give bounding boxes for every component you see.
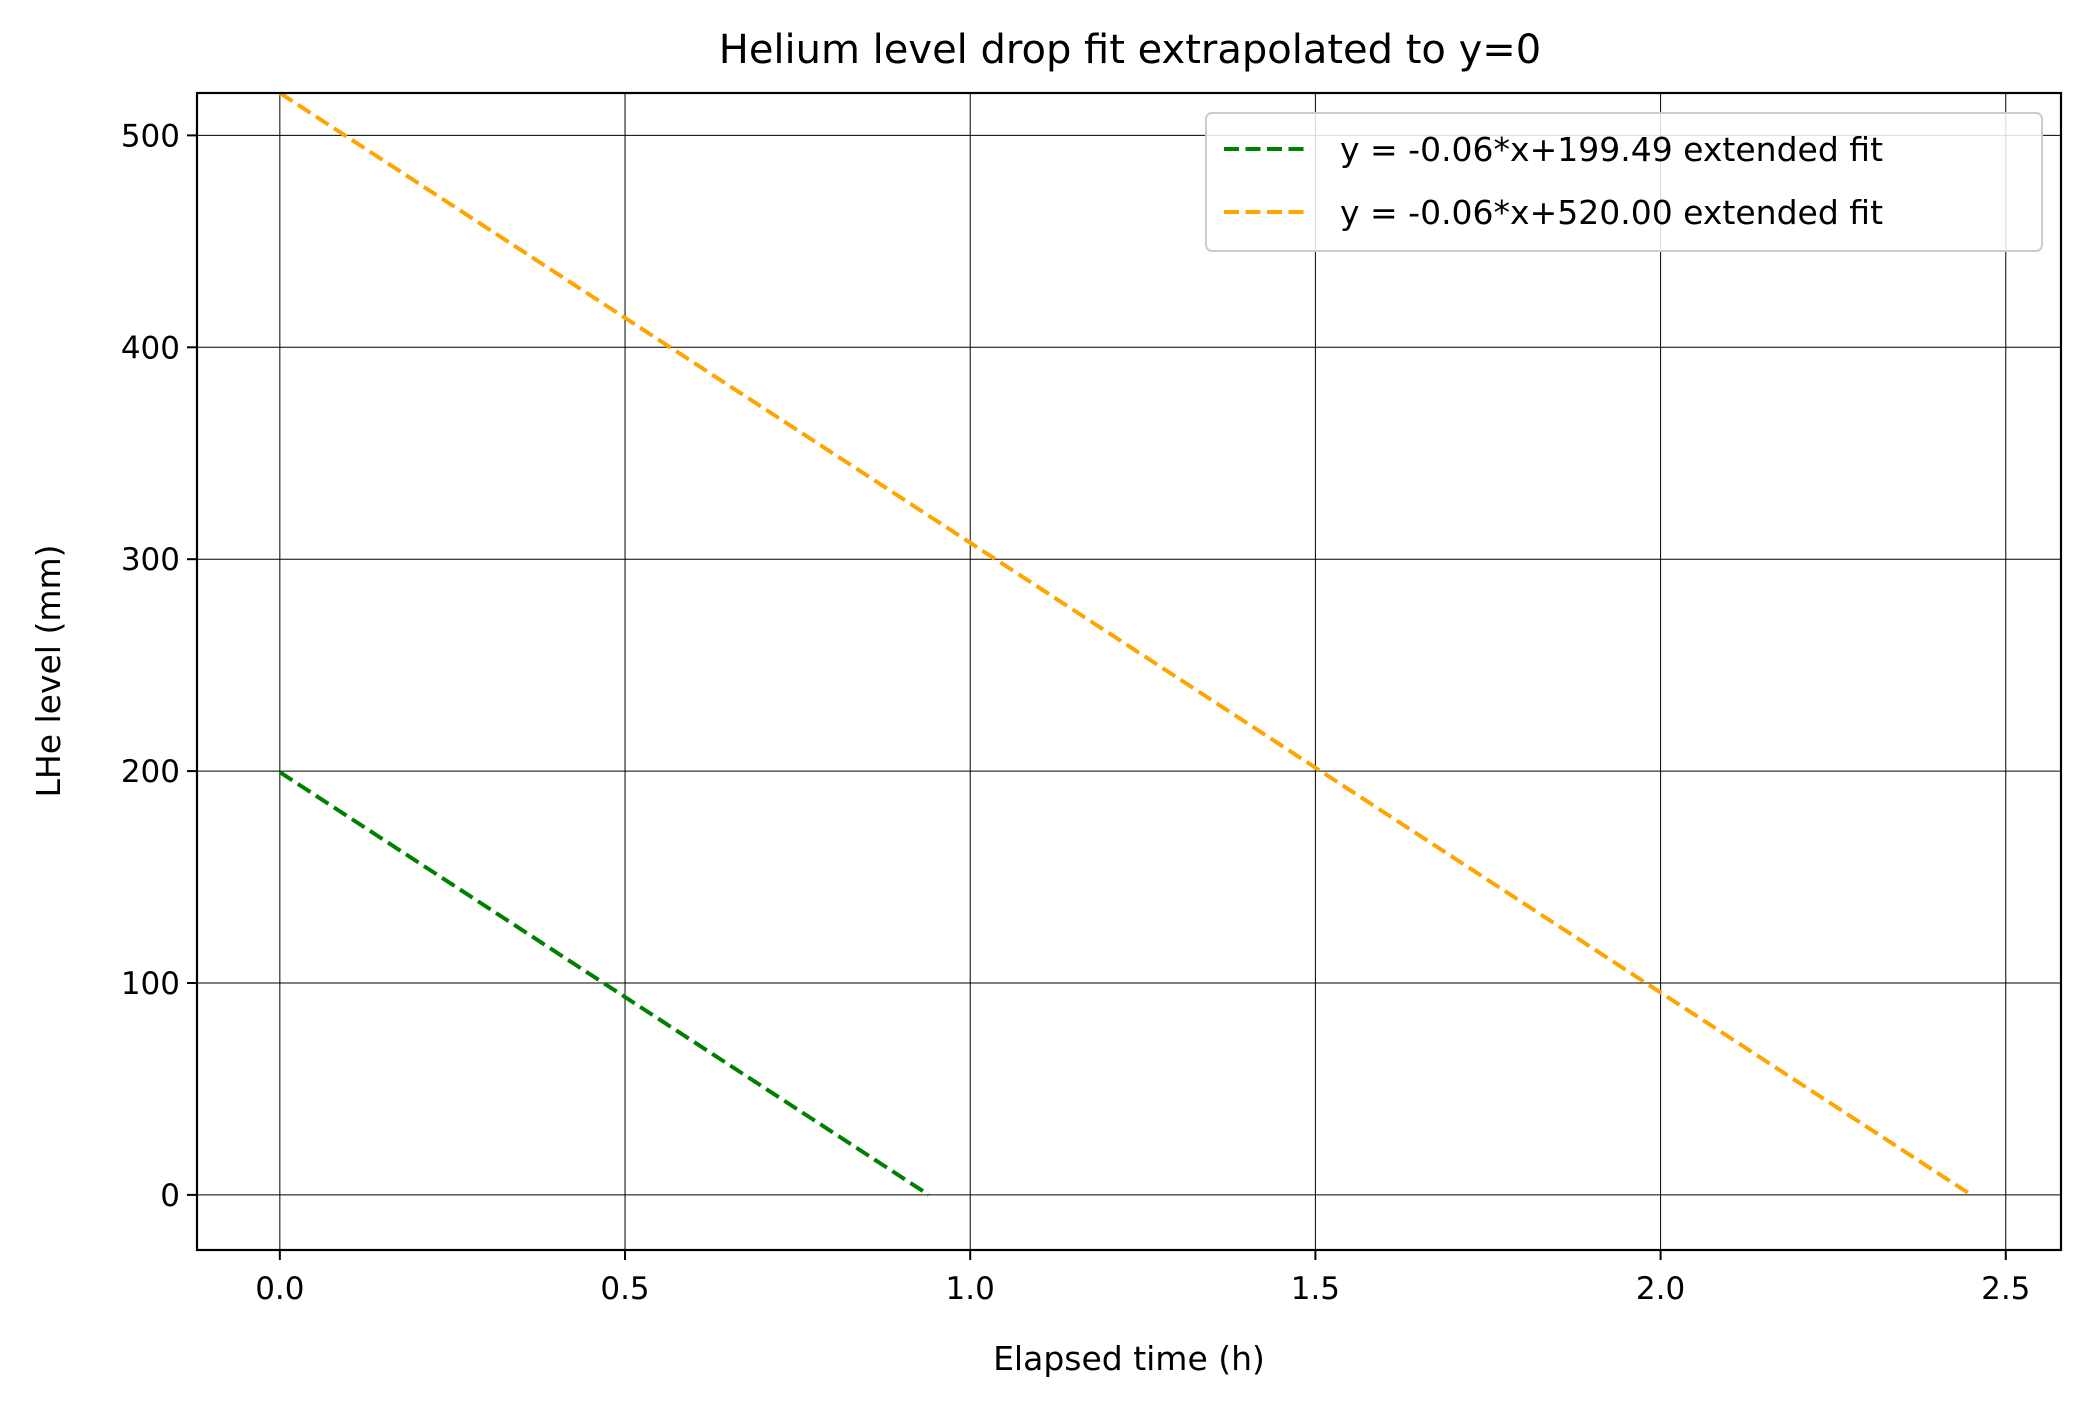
y-tick-label: 0 (160, 1178, 180, 1214)
grid (197, 93, 2061, 1250)
y-tick-label: 300 (121, 542, 180, 578)
x-tick-label: 0.0 (255, 1271, 304, 1307)
ticks: 0.0 0.5 1.0 1.5 2.0 2.5 0 100 200 300 400 500 (121, 118, 2031, 1307)
x-tick-label: 2.5 (1981, 1271, 2030, 1307)
series-line-1 (278, 770, 930, 1197)
x-tick-label: 0.5 (600, 1271, 649, 1307)
x-tick-label: 2.0 (1636, 1271, 1685, 1307)
series-line-2 (278, 91, 1973, 1197)
chart-title: Helium level drop fit extrapolated to y=… (719, 27, 1542, 73)
legend: y = -0.06*x+199.49 extended fit y = -0.06… (1205, 112, 2043, 252)
x-tick-label: 1.5 (1291, 1271, 1340, 1307)
y-tick-label: 100 (121, 966, 180, 1002)
legend-box (1205, 112, 2043, 252)
plot-frame (195, 91, 2063, 1252)
x-axis-label: Elapsed time (h) (993, 1339, 1265, 1378)
legend-label-1: y = -0.06*x+199.49 extended fit (1340, 130, 1883, 169)
x-tick-label: 1.0 (946, 1271, 995, 1307)
legend-label-2: y = -0.06*x+520.00 extended fit (1340, 193, 1883, 232)
y-tick-label: 200 (121, 754, 180, 790)
y-axis-label: LHe level (mm) (29, 545, 68, 798)
series-layer (278, 91, 1973, 1197)
y-tick-label: 400 (121, 330, 180, 366)
y-tick-label: 500 (121, 118, 180, 154)
